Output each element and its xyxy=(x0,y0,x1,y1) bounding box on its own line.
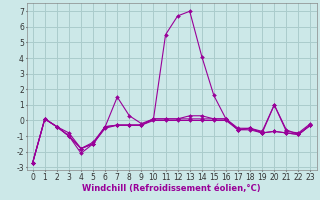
X-axis label: Windchill (Refroidissement éolien,°C): Windchill (Refroidissement éolien,°C) xyxy=(82,184,261,193)
